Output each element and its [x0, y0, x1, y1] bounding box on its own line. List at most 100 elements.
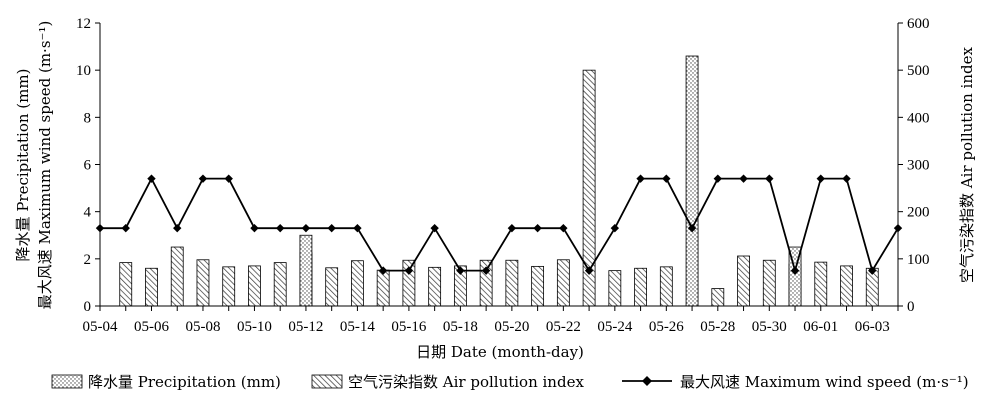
y-right-tick-label: 100 [907, 252, 930, 268]
wind-speed-point [816, 174, 825, 183]
y-left-tick-label: 12 [76, 16, 91, 32]
y-left-tick-label: 0 [84, 299, 92, 315]
bars-layer [119, 55, 879, 307]
x-tick-label: 05-10 [237, 319, 272, 335]
x-tick-label: 06-03 [855, 319, 890, 335]
wind-speed-line-layer [95, 174, 903, 275]
x-tick-label: 05-26 [649, 319, 684, 335]
y-axis-left-title-1: 降水量 Precipitation (mm) [14, 69, 32, 262]
wind-speed-point [404, 266, 414, 275]
y-right-tick-label: 400 [907, 110, 930, 126]
y-right-tick-label: 0 [907, 299, 915, 315]
air-pollution-bar [531, 265, 545, 307]
x-tick-label: 05-30 [752, 319, 787, 335]
legend-wind-speed-marker [642, 376, 652, 386]
x-axis-title: 日期 Date (month-day) [416, 343, 584, 361]
x-tick-label: 05-06 [134, 319, 169, 335]
air-pollution-bar [814, 261, 828, 307]
y-right-tick-label: 600 [907, 16, 930, 32]
x-tick-label: 05-24 [597, 319, 632, 335]
legend-air-pollution-swatch [311, 374, 343, 389]
wind-speed-point [250, 223, 259, 233]
air-pollution-bar [634, 267, 647, 307]
air-pollution-bar [196, 259, 210, 307]
wind-speed-line [100, 176, 899, 274]
air-pollution-bar [608, 270, 622, 307]
y-axis-right-title: 空气污染指数 Air pollution index [958, 47, 976, 283]
y-axis-left-title-2: 最大风速 Maximum wind speed (m·s⁻¹) [36, 21, 54, 310]
precipitation-bar [299, 234, 313, 307]
x-tick-label: 05-18 [443, 319, 478, 335]
wind-speed-point [584, 266, 594, 275]
wind-speed-point [662, 174, 671, 183]
air-pollution-bar [711, 288, 725, 307]
wind-speed-point [739, 174, 748, 183]
x-tick-label: 05-12 [288, 319, 323, 335]
legend-precipitation-label: 降水量 Precipitation (mm) [88, 373, 281, 391]
y-left-tick-label: 4 [84, 205, 92, 221]
wind-speed-point [327, 223, 336, 233]
wind-speed-point [224, 174, 233, 183]
legend-wind-speed-label: 最大风速 Maximum wind speed (m·s⁻¹) [680, 373, 969, 391]
y-right-tick-label: 200 [907, 205, 930, 221]
x-tick-label: 05-22 [546, 319, 581, 335]
air-pollution-bar [556, 259, 570, 307]
legend: 降水量 Precipitation (mm) 空气污染指数 Air pollut… [51, 373, 969, 391]
wind-speed-point [790, 266, 800, 275]
wind-speed-point [713, 174, 723, 183]
wind-speed-point [456, 266, 465, 275]
air-pollution-bar [145, 267, 158, 307]
wind-speed-point [430, 223, 439, 233]
wind-speed-point [765, 174, 774, 183]
wind-speed-point [121, 223, 130, 233]
wind-speed-point [687, 223, 697, 233]
wind-speed-point [147, 174, 156, 183]
wind-speed-point [636, 174, 645, 183]
x-tick-label: 06-01 [803, 319, 838, 335]
air-pollution-bar [737, 255, 750, 307]
air-pollution-bar [273, 262, 287, 307]
air-pollution-bar [659, 266, 673, 307]
wind-speed-point [173, 223, 182, 233]
ticks-layer: 0 2 4 6 8 10 12 0 100 200 300 400 500 600 05-04 05-06 05… [76, 16, 930, 335]
air-pollution-bar [376, 269, 390, 307]
wind-speed-point [481, 266, 491, 275]
air-pollution-bar [325, 267, 339, 307]
wind-speed-point [559, 223, 568, 233]
x-tick-label: 05-14 [340, 319, 375, 335]
wind-speed-point [301, 223, 311, 233]
wind-speed-point [610, 223, 620, 233]
x-tick-label: 05-28 [700, 319, 735, 335]
wind-speed-point [275, 223, 285, 233]
air-pollution-bar [222, 266, 236, 307]
y-left-tick-label: 6 [84, 158, 92, 174]
legend-precipitation-swatch [51, 374, 83, 389]
x-tick-label: 05-08 [185, 319, 220, 335]
wind-speed-point [533, 223, 542, 233]
air-pollution-bar [840, 265, 853, 307]
air-pollution-bar [428, 266, 442, 307]
legend-air-pollution-label: 空气污染指数 Air pollution index [348, 373, 584, 391]
wind-speed-point [868, 266, 877, 275]
wind-speed-point [198, 174, 208, 183]
x-tick-label: 05-04 [83, 319, 118, 335]
y-left-tick-label: 2 [84, 252, 92, 268]
axes-layer [99, 23, 899, 307]
y-right-tick-label: 300 [907, 158, 930, 174]
x-tick-label: 05-20 [494, 319, 529, 335]
air-pollution-bar [170, 246, 184, 307]
air-pollution-bar [762, 259, 776, 307]
wind-speed-point [507, 223, 517, 233]
air-pollution-bar [351, 260, 364, 307]
wind-speed-point [378, 266, 388, 275]
y-right-tick-label: 500 [907, 63, 930, 79]
wind-speed-point [353, 223, 362, 233]
y-left-tick-label: 10 [76, 63, 91, 79]
x-tick-label: 05-16 [391, 319, 426, 335]
precipitation-bar [685, 55, 699, 307]
wind-speed-point [842, 174, 851, 183]
air-pollution-bar [248, 265, 261, 307]
y-left-tick-label: 8 [84, 110, 92, 126]
air-pollution-bar [119, 262, 133, 307]
